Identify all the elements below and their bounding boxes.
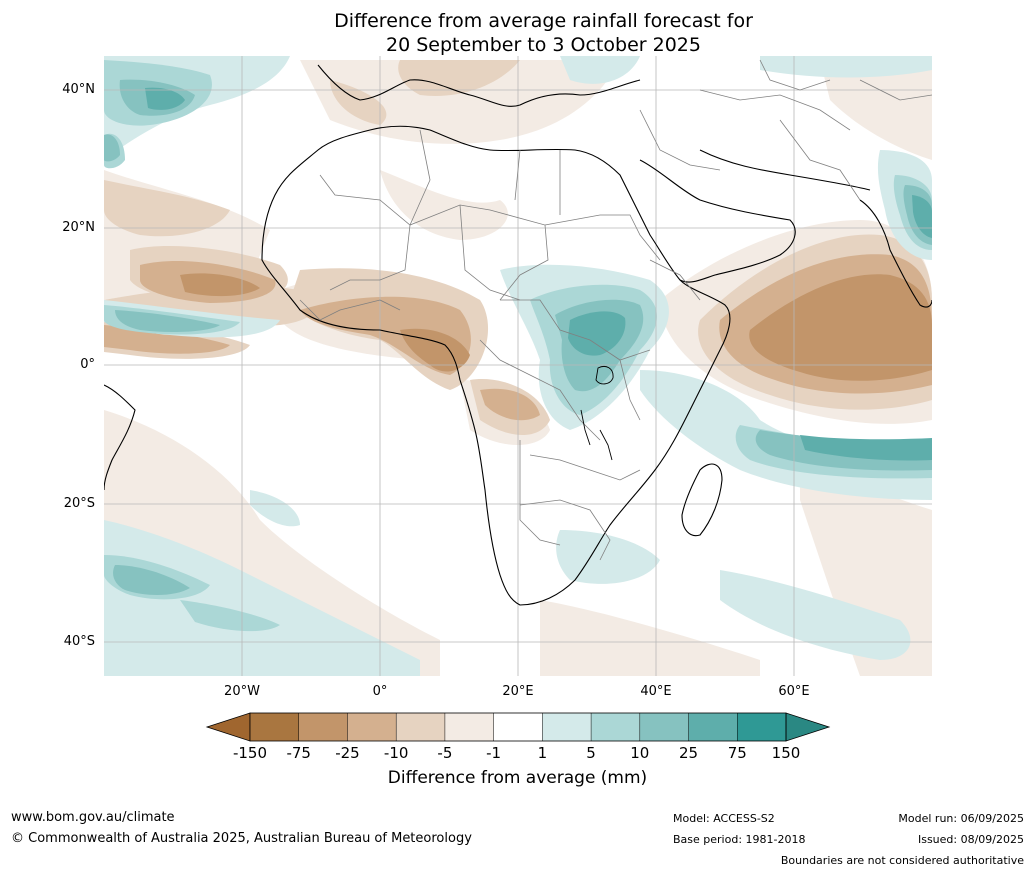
colorbar-tick-label: -25 <box>335 744 360 762</box>
colorbar-tick-label: 25 <box>678 744 699 762</box>
map-title-line1: Difference from average rainfall forecas… <box>334 10 753 32</box>
coastlines <box>104 64 932 606</box>
lakes <box>580 366 614 461</box>
country-borders <box>299 59 932 561</box>
lat-label-40s: 40°S <box>63 634 95 649</box>
colorbar-tick-label: 5 <box>586 744 596 762</box>
lon-label-20e: 20°E <box>502 684 534 699</box>
colorbar-tick-label: -10 <box>383 744 409 762</box>
base-period: Base period: 1981-2018 <box>673 833 806 846</box>
colorbar-tick-label: -150 <box>232 744 268 762</box>
anomaly-shading <box>104 56 932 676</box>
lon-label-60e: 60°E <box>778 684 810 699</box>
colorbar-tick-label: 1 <box>537 744 548 762</box>
lat-label-20n: 20°N <box>62 220 95 235</box>
lat-label-40n: 40°N <box>62 82 95 97</box>
lon-label-40e: 40°E <box>640 684 672 699</box>
colorbar-tick-label: -5 <box>437 744 453 762</box>
map-title-line2: 20 September to 3 October 2025 <box>386 34 701 56</box>
colorbar-tick-label: 150 <box>771 744 801 762</box>
issued-date: Issued: 08/09/2025 <box>917 833 1024 846</box>
colorbar-tick-label: 10 <box>630 744 650 762</box>
copyright-text: © Commonwealth of Australia 2025, Austra… <box>11 831 472 846</box>
colorbar-tick-label: -1 <box>486 744 502 762</box>
graticule <box>104 56 932 676</box>
lat-label-0: 0° <box>80 357 95 372</box>
map-panel <box>104 56 932 676</box>
boundaries-disclaimer: Boundaries are not considered authoritat… <box>780 854 1024 867</box>
lat-label-20s: 20°S <box>63 496 95 511</box>
website-link[interactable]: www.bom.gov.au/climate <box>11 810 175 825</box>
colorbar-label: Difference from average (mm) <box>387 768 648 788</box>
colorbar-tick-label: -75 <box>286 744 311 762</box>
lon-label-0: 0° <box>372 684 388 699</box>
lon-label-20w: 20°W <box>224 684 260 699</box>
model-name: Model: ACCESS-S2 <box>673 812 775 825</box>
colorbar-tick-label: 75 <box>727 744 747 762</box>
model-run-date: Model run: 06/09/2025 <box>898 812 1024 825</box>
